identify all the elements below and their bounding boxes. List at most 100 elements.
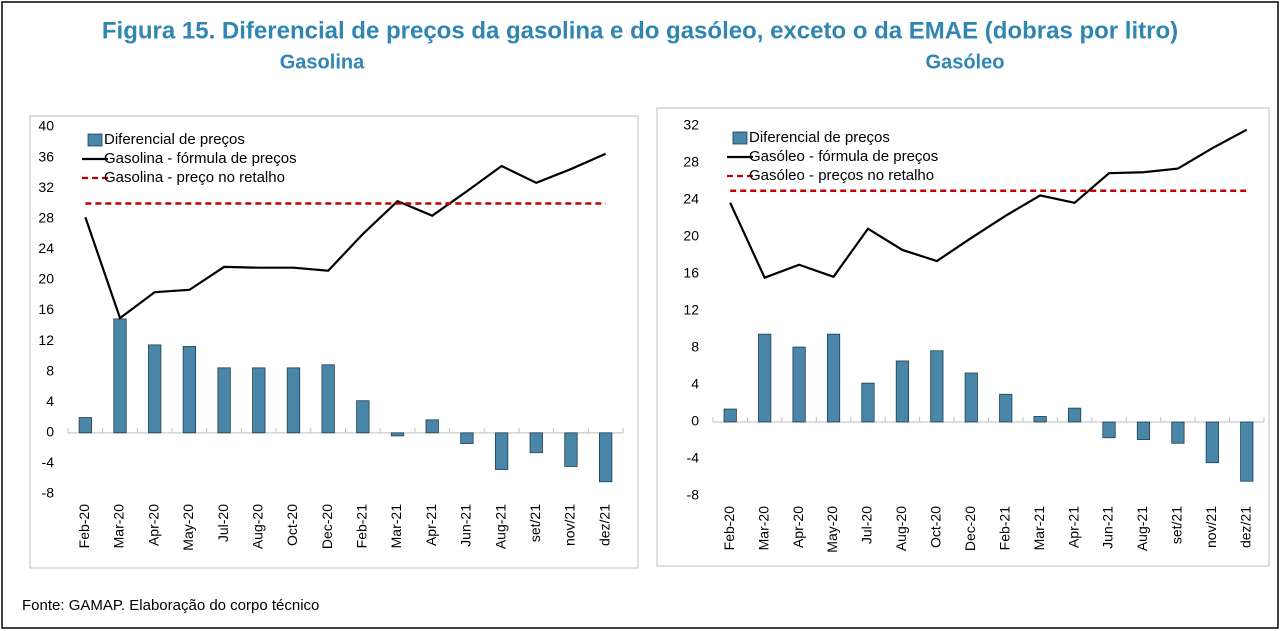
y-tick-label: -8 xyxy=(42,485,55,501)
y-tick-label: 8 xyxy=(691,339,699,355)
bar xyxy=(1067,407,1082,423)
x-tick-label: Aug-20 xyxy=(249,504,265,549)
y-tick-label: -4 xyxy=(42,454,55,470)
legend-label: Diferencial de preços xyxy=(749,129,890,146)
x-tick-label: Jul-20 xyxy=(859,506,875,544)
x-tick-label: Aug-21 xyxy=(492,504,508,549)
chart-title: Gasolina xyxy=(280,51,365,73)
bar xyxy=(425,419,439,434)
x-tick-label: Apr-21 xyxy=(423,504,439,546)
x-tick-label: Apr-21 xyxy=(1065,506,1081,548)
y-tick-label: 32 xyxy=(683,117,699,133)
y-tick-label: 28 xyxy=(683,154,699,170)
x-tick-label: Feb-21 xyxy=(354,504,370,549)
x-tick-label: Feb-20 xyxy=(721,506,737,551)
y-tick-label: 0 xyxy=(691,413,699,429)
bar xyxy=(113,318,127,434)
y-tick-label: 32 xyxy=(38,179,54,195)
x-tick-label: Jun-21 xyxy=(458,504,474,547)
y-tick-label: 16 xyxy=(38,301,54,317)
legend-label: Gasóleo - preços no retalho xyxy=(749,167,934,184)
x-tick-label: Mar-21 xyxy=(1031,506,1047,551)
x-tick-label: Dec-20 xyxy=(962,506,978,551)
bar xyxy=(999,393,1013,423)
bar xyxy=(1171,421,1185,444)
figure-title: Figura 15. Diferencial de preços da gaso… xyxy=(102,17,1178,44)
bar xyxy=(252,367,266,434)
formula-line xyxy=(84,152,607,320)
x-tick-label: Mar-20 xyxy=(111,504,127,549)
bar xyxy=(529,432,543,454)
bar xyxy=(78,417,92,434)
bar xyxy=(217,367,231,434)
bar xyxy=(182,346,197,434)
y-tick-label: 24 xyxy=(38,240,54,256)
y-tick-label: 0 xyxy=(46,424,54,440)
formula-line xyxy=(729,128,1248,280)
bar xyxy=(895,360,910,423)
y-tick-label: 36 xyxy=(38,148,54,164)
x-tick-label: dez/21 xyxy=(596,504,612,546)
x-tick-label: nov/21 xyxy=(562,504,578,546)
bar xyxy=(1033,416,1047,423)
y-tick-label: -4 xyxy=(687,450,700,466)
bar xyxy=(286,367,301,434)
bar xyxy=(1240,421,1254,482)
bar xyxy=(758,333,772,423)
y-tick-label: 12 xyxy=(38,332,54,348)
x-tick-label: Jul-20 xyxy=(215,504,231,542)
y-tick-label: 40 xyxy=(38,118,54,134)
legend-swatch xyxy=(732,131,748,145)
x-tick-label: Oct-20 xyxy=(284,504,300,546)
x-tick-label: Mar-21 xyxy=(388,504,404,549)
source-note: Fonte: GAMAP. Elaboração do corpo técnic… xyxy=(22,597,319,614)
bar xyxy=(826,333,841,423)
y-tick-label: 28 xyxy=(38,209,54,225)
chart-frame xyxy=(29,115,639,569)
x-tick-label: Oct-20 xyxy=(928,506,944,548)
bar xyxy=(494,432,509,470)
bar xyxy=(460,432,474,444)
y-tick-label: 20 xyxy=(38,271,54,287)
x-tick-label: May-20 xyxy=(180,504,196,551)
x-tick-label: Apr-20 xyxy=(145,504,161,546)
y-tick-label: 20 xyxy=(683,228,699,244)
bar xyxy=(1205,421,1219,464)
legend-label: Gasóleo - fórmula de preços xyxy=(749,148,938,165)
chart-title: Gasóleo xyxy=(926,51,1005,73)
legend-swatch xyxy=(87,133,103,147)
y-tick-label: -8 xyxy=(687,487,700,503)
bar xyxy=(964,372,978,423)
y-tick-label: 4 xyxy=(691,376,699,392)
y-tick-label: 16 xyxy=(683,265,699,281)
bar xyxy=(321,364,335,434)
y-tick-label: 4 xyxy=(46,393,54,409)
bar xyxy=(564,432,578,467)
chart-frame xyxy=(656,107,1270,567)
bar xyxy=(792,346,806,423)
x-tick-label: Mar-20 xyxy=(755,506,771,551)
bar xyxy=(1136,421,1151,440)
legend-label: Gasolina - preço no retalho xyxy=(104,169,285,186)
bar xyxy=(599,432,613,483)
bar xyxy=(356,400,370,434)
y-tick-label: 24 xyxy=(683,191,699,207)
x-tick-label: Aug-20 xyxy=(893,506,909,551)
bar xyxy=(930,350,944,423)
bar xyxy=(148,344,162,434)
y-tick-label: 8 xyxy=(46,362,54,378)
bar xyxy=(723,408,737,423)
bar xyxy=(1102,421,1116,439)
bar xyxy=(390,432,405,437)
legend-label: Gasolina - fórmula de preços xyxy=(104,150,297,167)
x-tick-label: Dec-20 xyxy=(319,504,335,549)
x-tick-label: set/21 xyxy=(1169,506,1185,544)
legend-label: Diferencial de preços xyxy=(104,131,245,148)
x-tick-label: Feb-21 xyxy=(996,506,1012,551)
x-tick-label: set/21 xyxy=(527,504,543,542)
y-tick-label: 12 xyxy=(683,302,699,318)
x-tick-label: Feb-20 xyxy=(76,504,92,549)
bar xyxy=(861,382,875,423)
